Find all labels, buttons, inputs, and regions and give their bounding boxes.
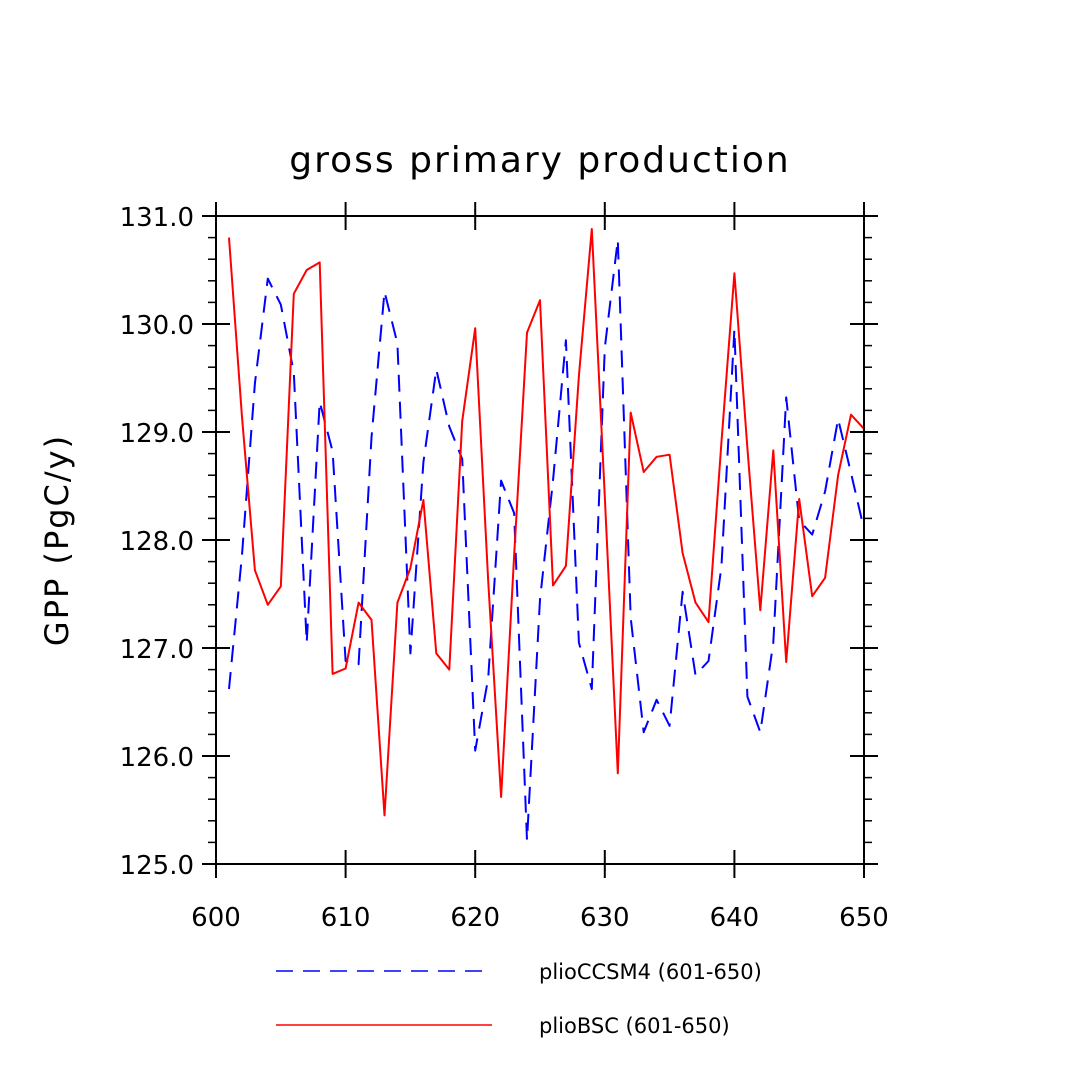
x-tick-label: 630 [580, 903, 630, 933]
legend: plioCCSM4 (601-650) plioBSC (601-650) [276, 960, 762, 1038]
legend-label-pliobsc: plioBSC (601-650) [539, 1014, 730, 1038]
legend-label-pliocCSM4: plioCCSM4 (601-650) [539, 960, 762, 984]
y-tick-label: 125.0 [120, 851, 194, 881]
y-tick-label: 126.0 [120, 743, 194, 773]
y-tick-label: 128.0 [120, 527, 194, 557]
x-tick-label: 620 [450, 903, 500, 933]
axes-group [202, 202, 878, 878]
y-tick-label: 130.0 [120, 311, 194, 341]
tick-labels-group: 600 610 620 630 640 650 125.0 126.0 127.0 128.0 12… [120, 203, 889, 933]
y-tick-label: 129.0 [120, 419, 194, 449]
y-axis-label: GPP (PgC/y) [38, 434, 76, 646]
x-tick-label: 600 [191, 903, 241, 933]
series-line-pliobsc [228, 228, 865, 817]
series-line-pliocCSM4 [228, 238, 865, 842]
y-tick-label: 127.0 [120, 635, 194, 665]
x-tick-label: 640 [710, 903, 760, 933]
x-tick-label: 650 [839, 903, 889, 933]
x-tick-label: 610 [321, 903, 371, 933]
plot-series-group [228, 228, 865, 842]
y-tick-label: 131.0 [120, 203, 194, 233]
chart-title: gross primary production [289, 140, 790, 181]
